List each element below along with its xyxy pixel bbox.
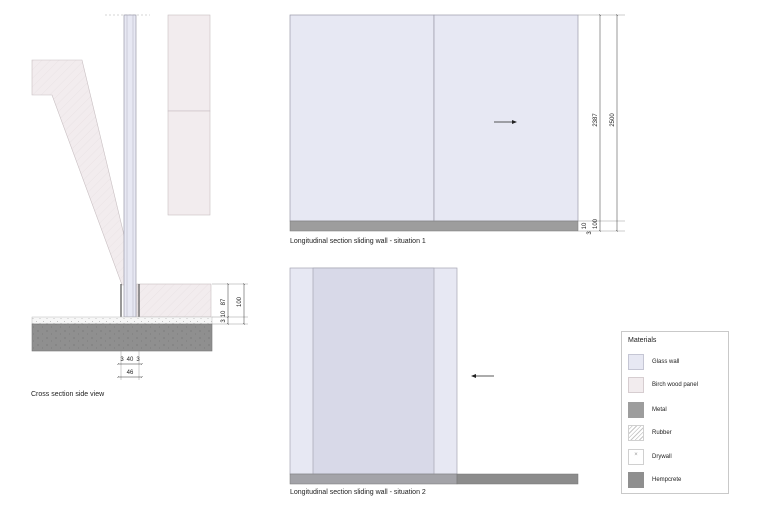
birch-floor-piece (136, 283, 212, 318)
slide-arrowhead-2 (471, 374, 476, 378)
drywall-swatch: × (628, 449, 644, 465)
rubber-swatch (628, 425, 644, 441)
hempcrete-swatch (628, 472, 644, 488)
glass-panel-overlap (312, 267, 435, 475)
floor-strip-2-covered (289, 473, 458, 485)
dim-10: 10 (221, 310, 227, 317)
dim-3-left: 3 (120, 357, 124, 363)
materials-legend: Materials Glass wall Birch wood panel Me… (621, 331, 729, 494)
longitudinal-2-caption: Longitudinal section sliding wall - situ… (290, 489, 426, 496)
metal-swatch (628, 402, 644, 418)
legend-label: Birch wood panel (652, 382, 699, 388)
glass-swatch (628, 354, 644, 370)
dim-46: 46 (127, 370, 134, 376)
longitudinal-section-2 (289, 267, 579, 485)
dim-40: 40 (127, 357, 134, 363)
legend-label: Rubber (652, 430, 672, 436)
dim-100-l1: 100 (593, 218, 599, 229)
dim-10-l1: 10 (582, 222, 588, 229)
dim-3-right: 3 (136, 357, 140, 363)
glass-panel-left (289, 14, 435, 222)
legend-label: Drywall (652, 454, 672, 460)
hempcrete-slab (31, 323, 213, 352)
dim-3: 3 (221, 319, 227, 323)
floor-strip-2-open (456, 473, 579, 485)
cross-section-horizontal-dims (118, 351, 142, 380)
birch-sloped-panel (31, 59, 137, 286)
dim-87: 87 (221, 298, 227, 305)
longitudinal-1-dims (578, 15, 625, 231)
birch-upper-panel-bottom (167, 110, 211, 216)
birch-upper-panel-top (167, 14, 211, 112)
glass-wall-section (123, 14, 137, 318)
cross-section-view: 87 100 10 3 3 40 3 46 (31, 14, 248, 380)
dim-2387: 2387 (593, 113, 599, 127)
cross-section-caption: Cross section side view (31, 391, 105, 398)
glass-panel-right (433, 14, 579, 222)
dim-3-l1: 3 (587, 231, 593, 235)
dim-100: 100 (237, 296, 243, 307)
floor-strip-1 (289, 220, 579, 232)
dim-2500: 2500 (610, 113, 616, 127)
legend-label: Glass wall (652, 359, 680, 365)
legend-title: Materials (628, 337, 657, 344)
legend-label: Hempcrete (652, 477, 682, 483)
longitudinal-section-1: 2387 2500 100 10 3 (289, 14, 625, 235)
slide-arrowhead-1 (512, 120, 517, 124)
rubber-strip (31, 316, 213, 325)
longitudinal-1-caption: Longitudinal section sliding wall - situ… (290, 238, 426, 245)
birch-swatch (628, 377, 644, 393)
legend-label: Metal (652, 407, 667, 413)
cross-section-vertical-dims (212, 284, 248, 324)
